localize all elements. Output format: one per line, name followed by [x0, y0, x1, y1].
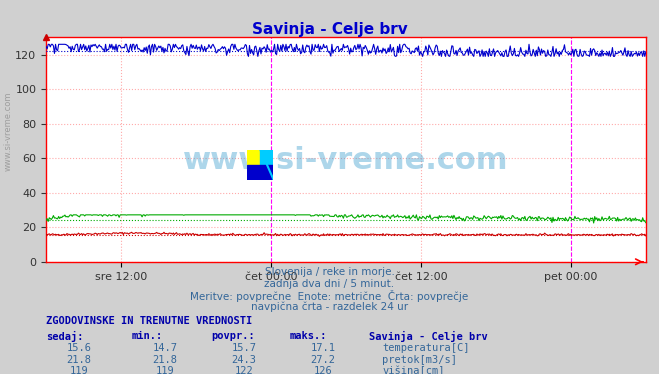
Text: www.si-vreme.com: www.si-vreme.com — [3, 91, 13, 171]
Text: 27.2: 27.2 — [310, 355, 335, 365]
Bar — [260, 150, 273, 165]
Bar — [247, 150, 260, 165]
Text: povpr.:: povpr.: — [211, 331, 254, 341]
Text: temperatura[C]: temperatura[C] — [382, 343, 470, 353]
Text: pretok[m3/s]: pretok[m3/s] — [382, 355, 457, 365]
Bar — [247, 165, 273, 180]
Text: sedaj:: sedaj: — [46, 331, 84, 342]
Text: zadnja dva dni / 5 minut.: zadnja dva dni / 5 minut. — [264, 279, 395, 289]
Text: višina[cm]: višina[cm] — [382, 366, 445, 374]
Text: 126: 126 — [314, 366, 332, 374]
Text: navpična črta - razdelek 24 ur: navpična črta - razdelek 24 ur — [251, 301, 408, 312]
Text: 15.7: 15.7 — [231, 343, 256, 353]
Text: maks.:: maks.: — [290, 331, 328, 341]
Text: Meritve: povprečne  Enote: metrične  Črta: povprečje: Meritve: povprečne Enote: metrične Črta:… — [190, 290, 469, 302]
Text: 119: 119 — [70, 366, 88, 374]
Text: 24.3: 24.3 — [231, 355, 256, 365]
Text: Savinja - Celje brv: Savinja - Celje brv — [369, 331, 488, 342]
Text: min.:: min.: — [132, 331, 163, 341]
Text: 122: 122 — [235, 366, 253, 374]
Text: 119: 119 — [156, 366, 174, 374]
Text: ZGODOVINSKE IN TRENUTNE VREDNOSTI: ZGODOVINSKE IN TRENUTNE VREDNOSTI — [46, 316, 252, 326]
Text: 15.6: 15.6 — [67, 343, 92, 353]
Text: 14.7: 14.7 — [152, 343, 177, 353]
Text: Slovenija / reke in morje.: Slovenija / reke in morje. — [264, 267, 395, 278]
Text: 21.8: 21.8 — [152, 355, 177, 365]
Text: Savinja - Celje brv: Savinja - Celje brv — [252, 22, 407, 37]
Text: 17.1: 17.1 — [310, 343, 335, 353]
Text: 21.8: 21.8 — [67, 355, 92, 365]
Text: www.si-vreme.com: www.si-vreme.com — [183, 146, 509, 175]
